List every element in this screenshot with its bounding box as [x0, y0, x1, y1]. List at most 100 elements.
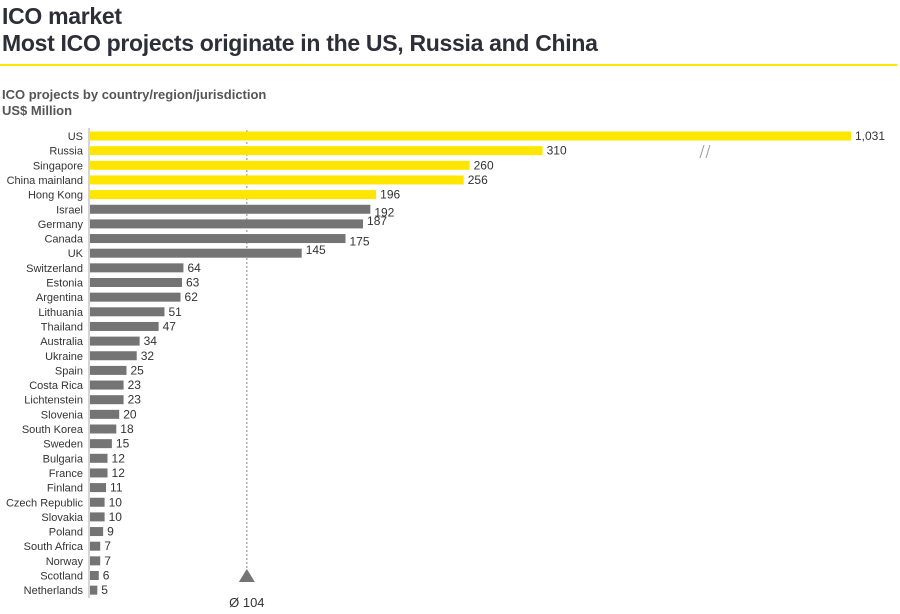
bar	[90, 131, 851, 141]
bar	[90, 453, 108, 463]
bar	[90, 365, 127, 375]
value-label: 47	[163, 319, 177, 333]
value-label: 7	[104, 554, 111, 568]
category-label: Slovenia	[41, 409, 84, 421]
category-label: Ukraine	[45, 351, 83, 363]
value-label: 23	[128, 393, 142, 407]
bar	[90, 263, 184, 273]
bar	[90, 439, 112, 449]
value-label: 10	[109, 510, 123, 524]
bar	[90, 278, 182, 287]
category-label: UK	[68, 248, 84, 260]
bar	[90, 351, 137, 361]
category-label: Slovakia	[41, 512, 83, 524]
value-label: 5	[101, 583, 108, 597]
value-label: 64	[187, 261, 201, 275]
bar	[90, 409, 120, 419]
bar	[90, 424, 117, 434]
bar	[90, 160, 470, 170]
bar	[90, 395, 124, 405]
category-label: Germany	[38, 219, 84, 231]
value-label: 18	[120, 422, 134, 436]
value-label: 187	[367, 214, 387, 228]
value-label: 23	[128, 378, 142, 392]
category-label: Hong Kong	[28, 190, 83, 202]
axis-break-icon	[705, 144, 711, 159]
category-label: Norway	[46, 556, 84, 568]
title-rule	[0, 64, 897, 66]
category-label: Czech Republic	[6, 497, 84, 509]
value-label: 34	[144, 334, 158, 348]
average-marker-icon	[238, 569, 255, 582]
bar	[90, 541, 101, 551]
bar	[90, 336, 140, 346]
bar	[90, 307, 165, 317]
value-label: 256	[468, 173, 488, 187]
value-label: 12	[112, 466, 126, 480]
bar	[90, 483, 107, 493]
category-label: Finland	[47, 483, 83, 495]
value-label: 12	[112, 451, 126, 465]
bar	[90, 585, 98, 595]
bar	[90, 204, 371, 214]
value-label: 51	[168, 305, 182, 319]
page-title: ICO market	[2, 3, 122, 29]
category-label: Lichtenstein	[24, 395, 83, 407]
bar	[90, 321, 159, 331]
category-label: Lithuania	[38, 307, 84, 319]
bar	[90, 512, 105, 522]
value-label: 196	[380, 188, 400, 202]
category-label: Argentina	[36, 292, 84, 304]
value-label: 15	[116, 437, 130, 451]
value-label: 20	[123, 407, 137, 421]
category-label: Singapore	[33, 160, 83, 172]
category-label: Switzerland	[26, 263, 83, 275]
bar	[90, 190, 377, 200]
page-subtitle: Most ICO projects originate in the US, R…	[2, 30, 598, 56]
bar	[90, 380, 124, 390]
chart-unit: US$ Million	[2, 103, 73, 118]
category-label: South Korea	[22, 424, 84, 436]
bar	[90, 146, 543, 156]
chart-title: ICO projects by country/region/jurisdict…	[2, 87, 267, 102]
bar	[90, 468, 108, 478]
category-label: South Africa	[24, 541, 84, 553]
value-label: 310	[547, 144, 567, 158]
value-label: 7	[104, 539, 111, 553]
bar	[90, 234, 346, 244]
value-label: 145	[306, 243, 326, 257]
category-label: Russia	[49, 146, 84, 158]
category-label: Scotland	[40, 571, 83, 583]
category-label: Bulgaria	[43, 453, 84, 465]
bar	[90, 175, 464, 185]
value-label: 25	[131, 363, 145, 377]
category-label: Spain	[55, 365, 83, 377]
bar	[90, 556, 101, 566]
value-label: 6	[103, 569, 110, 583]
category-label: Costa Rica	[29, 380, 84, 392]
bar	[90, 527, 104, 537]
value-label: 1,031	[855, 129, 885, 143]
value-label: 260	[474, 158, 494, 172]
bar	[90, 219, 364, 229]
category-label: France	[49, 468, 83, 480]
category-label: China mainland	[7, 175, 83, 187]
value-label: 32	[141, 349, 155, 363]
bar	[90, 292, 181, 302]
value-label: 63	[186, 276, 200, 290]
value-label: 192	[374, 205, 394, 219]
category-label: Canada	[44, 234, 83, 246]
category-label: Thailand	[41, 321, 83, 333]
value-label: 11	[110, 481, 123, 495]
category-label: Sweden	[43, 439, 83, 451]
bar	[90, 497, 105, 507]
category-label: Israel	[56, 204, 83, 216]
category-label: Poland	[49, 527, 83, 539]
bar	[90, 571, 99, 580]
category-label: Netherlands	[24, 585, 84, 597]
axis-break-icon	[699, 144, 705, 159]
category-label: Estonia	[46, 278, 84, 290]
value-label: 9	[107, 525, 114, 539]
average-label: Ø 104	[229, 595, 264, 610]
